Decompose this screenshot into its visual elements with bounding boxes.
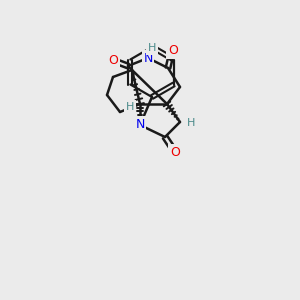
Text: N: N [135,118,145,130]
Text: O: O [170,146,180,158]
Text: N: N [143,52,153,64]
Text: H: H [187,118,195,128]
Text: H: H [148,43,156,53]
Text: H: H [126,102,134,112]
Text: O: O [108,53,118,67]
Text: O: O [168,44,178,58]
